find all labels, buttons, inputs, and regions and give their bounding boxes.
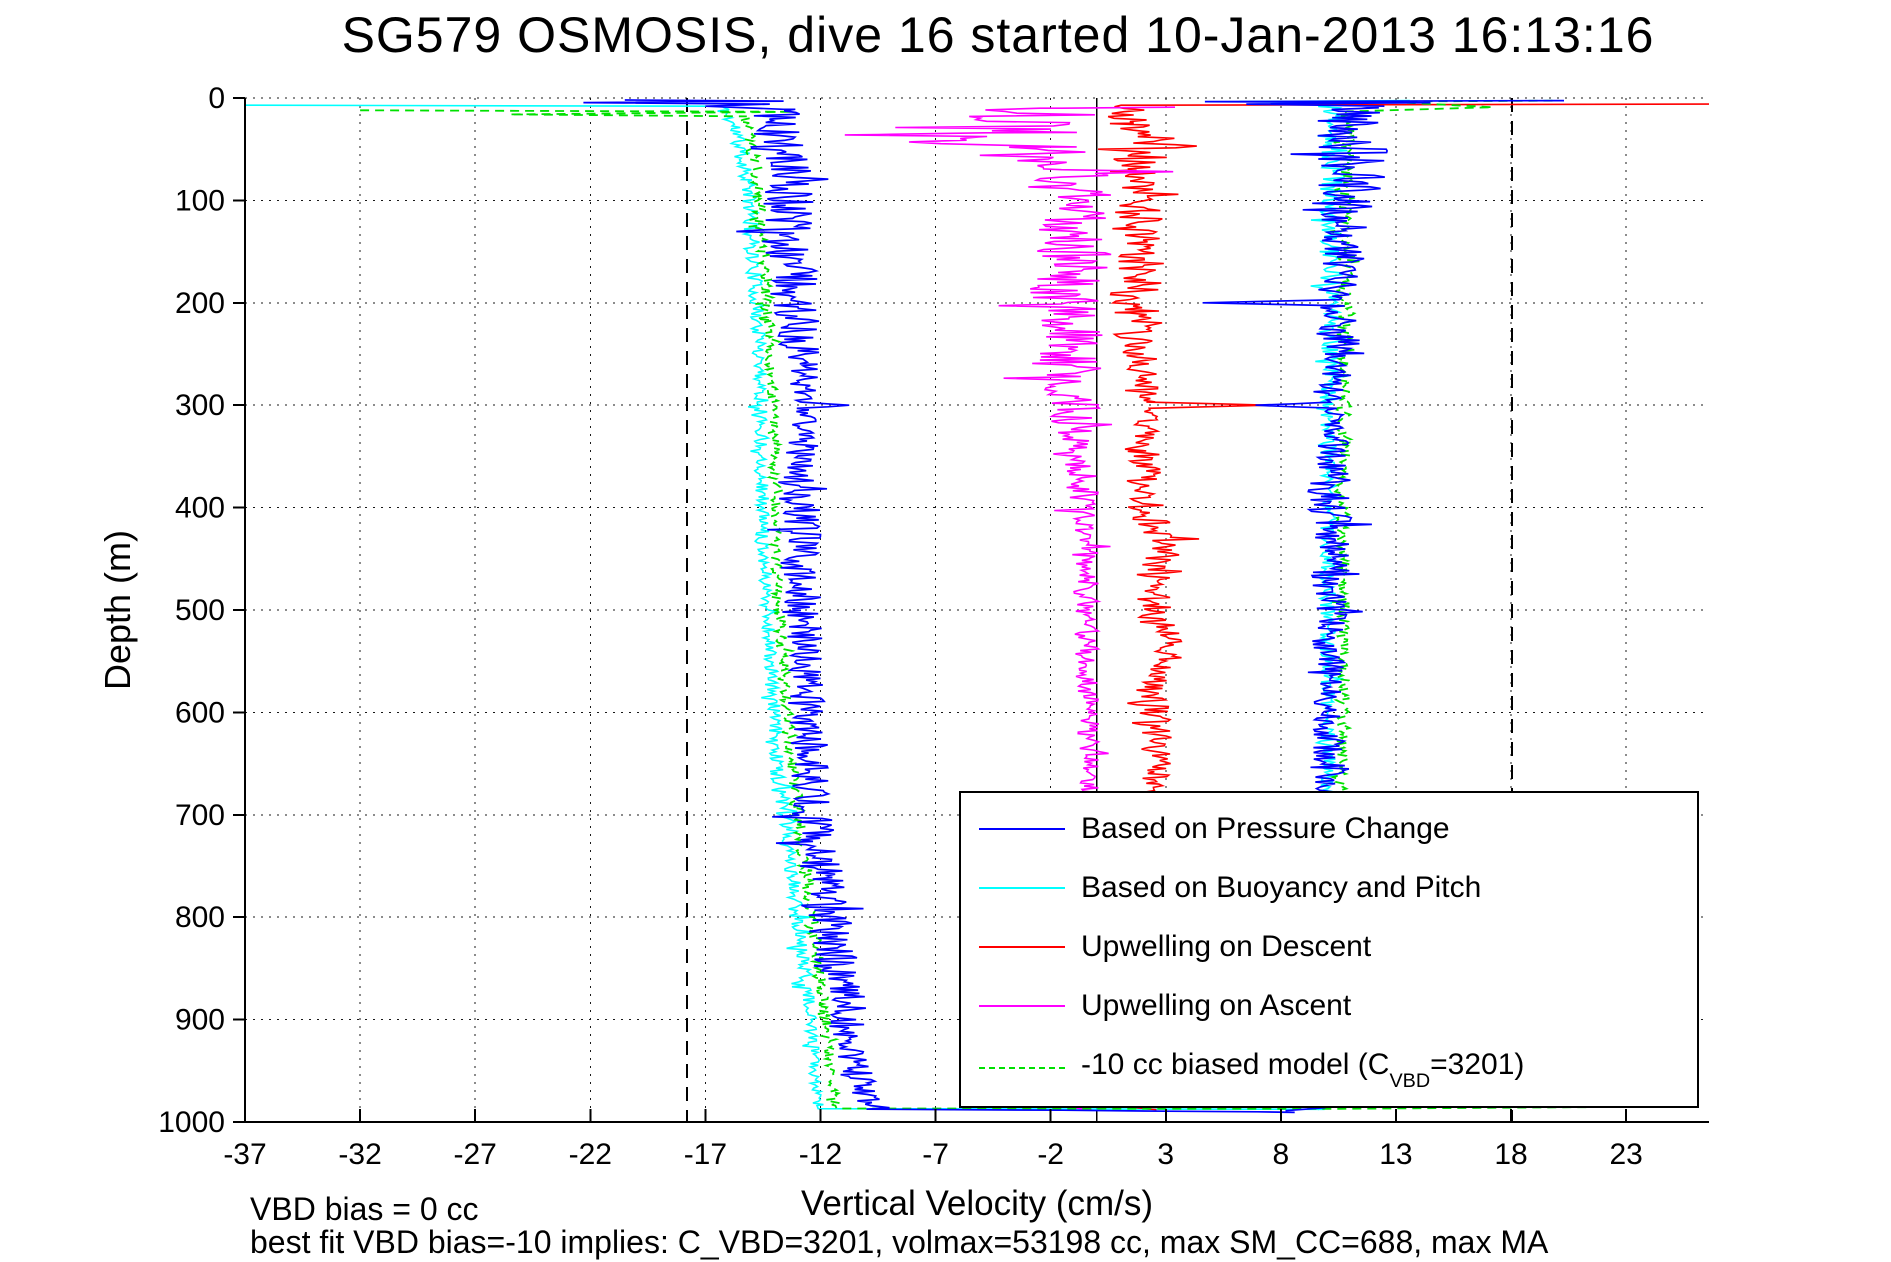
series-pressure-descent xyxy=(583,99,1295,1114)
grid-lines xyxy=(244,97,1709,1123)
legend-label: -10 cc biased model (CVBD=3201) xyxy=(1081,1048,1525,1092)
legend-label: Upwelling on Ascent xyxy=(1081,989,1352,1023)
y-tick-label: 900 xyxy=(175,1004,225,1037)
legend-line-sample xyxy=(979,1005,1065,1008)
tick-labels: -37 -32 -27 -22 -17 -12 -7 -2 3 8 13 18 23 0 100 200 300… xyxy=(158,82,1643,1171)
y-tick-label: 500 xyxy=(175,594,225,627)
legend-entry: Upwelling on Ascent xyxy=(961,989,1697,1023)
y-tick-label: 1000 xyxy=(158,1106,225,1139)
page-title: SG579 OSMOSIS, dive 16 started 10-Jan-20… xyxy=(341,7,1655,63)
y-tick-label: 400 xyxy=(175,492,225,525)
x-tick-label: 13 xyxy=(1379,1138,1412,1171)
legend-entry: -10 cc biased model (CVBD=3201) xyxy=(961,1048,1697,1092)
x-tick-label: -22 xyxy=(569,1138,612,1171)
x-tick-label: 23 xyxy=(1609,1138,1642,1171)
y-tick-label: 600 xyxy=(175,696,225,729)
legend-label: Based on Buoyancy and Pitch xyxy=(1081,870,1482,904)
y-tick-label: 800 xyxy=(175,901,225,934)
x-tick-label: -27 xyxy=(454,1138,497,1171)
legend-line-sample xyxy=(979,886,1065,889)
legend-line-sample xyxy=(979,945,1065,948)
x-tick-label: -32 xyxy=(338,1138,381,1171)
x-tick-label: -17 xyxy=(684,1138,727,1171)
legend-line-sample xyxy=(979,1066,1065,1069)
y-tick-label: 0 xyxy=(208,82,225,115)
series-biased-model-ascent xyxy=(1329,99,1553,1107)
x-tick-label: -12 xyxy=(799,1138,842,1171)
x-tick-label: -2 xyxy=(1037,1138,1064,1171)
legend-label: Upwelling on Descent xyxy=(1081,929,1372,963)
x-tick-label: -37 xyxy=(223,1138,266,1171)
best-fit-annotation: best fit VBD bias=-10 implies: C_VBD=320… xyxy=(250,1224,1549,1260)
legend-line-sample xyxy=(979,827,1065,830)
axes xyxy=(233,97,1709,1123)
legend-entry: Based on Buoyancy and Pitch xyxy=(961,871,1697,905)
legend-label: Based on Pressure Change xyxy=(1081,811,1450,845)
legend-entry: Upwelling on Descent xyxy=(961,930,1697,964)
x-tick-label: 8 xyxy=(1273,1138,1290,1171)
series-biased-model-descent xyxy=(360,109,1615,1110)
series-buoyancy-pitch-descent xyxy=(244,104,1325,1111)
legend-entry: Based on Pressure Change xyxy=(961,812,1697,846)
vbd-bias-annotation: VBD bias = 0 cc xyxy=(250,1191,479,1227)
x-tick-label: -7 xyxy=(922,1138,949,1171)
x-axis-label: Vertical Velocity (cm/s) xyxy=(800,1184,1154,1223)
y-tick-label: 200 xyxy=(175,287,225,320)
y-tick-label: 700 xyxy=(175,799,225,832)
legend-box: Based on Pressure Change Based on Buoyanc… xyxy=(959,791,1699,1108)
x-tick-label: 18 xyxy=(1494,1138,1527,1171)
x-tick-label: 3 xyxy=(1157,1138,1174,1171)
y-tick-label: 300 xyxy=(175,389,225,422)
y-tick-label: 100 xyxy=(175,184,225,217)
y-axis-label: Depth (m) xyxy=(97,529,138,691)
